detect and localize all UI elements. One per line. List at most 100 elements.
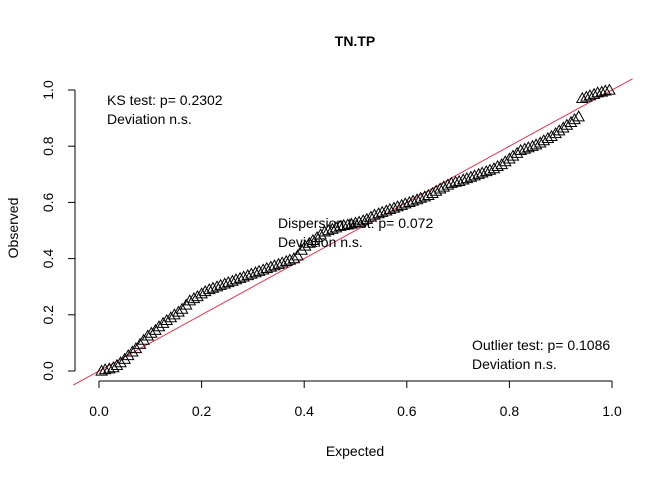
data-point	[579, 90, 593, 102]
data-point	[275, 256, 289, 268]
data-point	[249, 266, 262, 278]
data-point	[464, 170, 478, 182]
data-point	[202, 283, 216, 295]
data-point	[479, 164, 493, 177]
data-point	[372, 207, 385, 219]
x-tick-label: 0.4	[294, 403, 314, 419]
data-point	[572, 110, 586, 122]
data-point	[391, 200, 404, 212]
data-point	[595, 85, 609, 97]
data-point	[129, 342, 143, 354]
data-point	[321, 223, 335, 236]
data-point	[598, 84, 612, 96]
data-point	[518, 142, 532, 154]
data-point	[221, 275, 235, 288]
data-point	[522, 141, 535, 153]
data-point	[333, 219, 347, 231]
data-point	[137, 333, 150, 345]
data-point	[172, 305, 185, 317]
x-tick-label: 0.8	[500, 403, 520, 419]
data-point	[326, 222, 339, 234]
data-point	[110, 358, 124, 371]
data-point	[449, 175, 462, 187]
points-layer	[95, 83, 616, 376]
data-point	[452, 174, 466, 186]
data-point	[141, 329, 155, 341]
dispersion-deviation-label: Deviation n.s.	[278, 234, 363, 250]
data-point	[398, 197, 412, 209]
data-point	[568, 112, 581, 125]
data-point	[164, 311, 178, 323]
data-point	[210, 280, 224, 292]
data-point	[244, 267, 258, 279]
data-point	[298, 239, 312, 251]
data-point	[460, 172, 474, 184]
x-tick-label: 0.0	[89, 403, 109, 419]
data-point	[302, 236, 316, 248]
y-tick-label: 0.8	[40, 136, 56, 156]
ks-deviation-label: Deviation n.s.	[107, 111, 192, 127]
y-axis-title: Observed	[5, 198, 21, 259]
data-point	[387, 201, 401, 213]
data-point	[498, 155, 512, 167]
data-point	[410, 193, 424, 205]
y-tick-label: 0.4	[40, 249, 56, 269]
y-tick-label: 0.6	[40, 192, 56, 212]
data-point	[575, 91, 589, 104]
ks-test-annotation: KS test: p= 0.2302 Deviation n.s.	[107, 92, 223, 127]
x-tick-label: 1.0	[602, 403, 622, 419]
data-point	[456, 173, 470, 185]
data-point	[149, 323, 162, 335]
data-point	[229, 273, 243, 285]
data-point	[287, 252, 301, 264]
data-point	[233, 271, 247, 283]
data-point	[583, 89, 597, 101]
dispersion-test-label: Dispersion test: p= 0.072	[278, 215, 433, 231]
data-point	[160, 313, 174, 326]
data-point	[260, 261, 274, 274]
data-point	[395, 198, 409, 210]
data-point	[241, 268, 255, 281]
data-point	[156, 316, 170, 328]
data-point	[310, 231, 324, 243]
data-point	[175, 302, 189, 314]
data-point	[168, 308, 181, 320]
data-point	[414, 191, 428, 203]
data-point	[352, 215, 366, 227]
data-point	[368, 208, 381, 220]
data-point	[564, 115, 578, 127]
data-point	[337, 218, 351, 231]
data-point	[226, 274, 239, 286]
data-point	[468, 169, 481, 181]
data-point	[118, 352, 132, 364]
data-point	[206, 281, 220, 293]
data-point	[603, 83, 616, 95]
data-point	[98, 363, 112, 375]
data-point	[345, 217, 358, 229]
data-point	[318, 225, 332, 237]
outlier-test-annotation: Outlier test: p= 0.1086 Deviation n.s.	[472, 337, 610, 372]
data-point	[495, 157, 509, 170]
y-tick-label: 0.0	[40, 361, 56, 381]
data-point	[549, 127, 562, 139]
dispersion-test-annotation: Dispersion test: p= 0.072 Deviation n.s.	[278, 215, 433, 250]
ks-test-label: KS test: p= 0.2302	[107, 92, 223, 108]
data-point	[341, 218, 355, 230]
data-point	[552, 124, 566, 136]
data-point	[556, 121, 570, 133]
data-point	[506, 149, 520, 161]
data-point	[475, 166, 489, 178]
data-point	[144, 326, 158, 338]
data-point	[125, 345, 139, 357]
chart-title: TN.TP	[335, 33, 375, 49]
data-point	[403, 195, 416, 208]
data-point	[179, 298, 193, 310]
data-point	[252, 264, 266, 276]
x-axis: 0.0 0.2 0.4 0.6 0.8 1.0	[89, 380, 622, 419]
data-point	[514, 143, 528, 156]
data-point	[406, 194, 420, 206]
data-point	[237, 270, 251, 282]
x-tick-label: 0.6	[397, 403, 417, 419]
data-point	[95, 364, 108, 376]
data-point	[560, 118, 574, 130]
